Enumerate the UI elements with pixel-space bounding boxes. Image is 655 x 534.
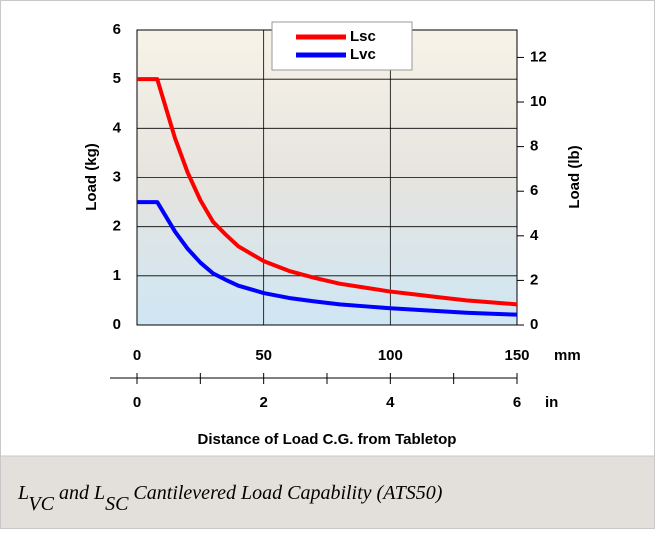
x-tick-label: 100 [378,347,403,364]
y-tick-label: 1 [113,267,121,284]
x-unit: mm [554,347,581,364]
legend-box [271,21,413,71]
y-tick-label: 0 [113,316,121,333]
x2-tick-label: 4 [386,394,395,411]
x-axis-title: Distance of Load C.G. from Tabletop [198,431,457,448]
y2-tick-label: 10 [530,93,547,110]
x2-tick-label: 2 [259,394,267,411]
y-tick-label: 2 [113,218,121,235]
legend-label: Lvc [350,46,376,63]
caption: LVC and LSC Cantilevered Load Capability… [17,482,443,515]
x2-tick-label: 6 [513,394,521,411]
y2-tick-label: 12 [530,48,547,65]
y-tick-label: 6 [113,21,121,38]
y2-tick-label: 0 [530,316,538,333]
series-line [137,200,518,317]
caption-band [1,456,654,528]
caption-part: and L [54,482,105,504]
y2-tick-label: 8 [530,138,538,155]
caption-part: SC [105,493,129,515]
y2-axis-title: Load (lb) [566,145,583,208]
series-line [137,77,518,307]
x2-unit: in [545,394,558,411]
y2-tick-label: 4 [530,227,539,244]
y-tick-label: 4 [113,119,122,136]
x2-tick-label: 0 [133,394,141,411]
x-tick-label: 150 [504,347,529,364]
y-tick-label: 3 [113,168,121,185]
y2-tick-label: 2 [530,271,538,288]
y-tick-label: 5 [113,70,121,87]
caption-part: VC [28,493,54,515]
y2-tick-label: 6 [530,182,538,199]
caption-part: Cantilevered Load Capability (ATS50) [128,482,442,504]
y-axis-title: Load (kg) [83,143,100,211]
legend-label: Lsc [350,28,376,45]
caption-part: L [17,482,29,504]
x-tick-label: 50 [255,347,272,364]
x-tick-label: 0 [133,347,141,364]
